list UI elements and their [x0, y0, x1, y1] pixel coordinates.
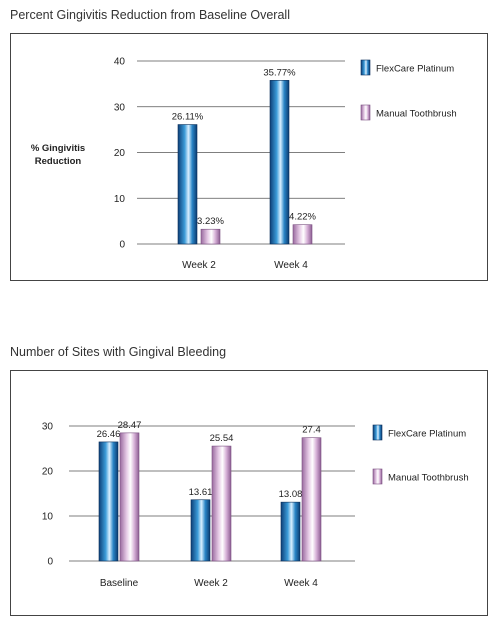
chart-2-bar-manual-baseline [119, 432, 140, 562]
chart-1-y-tick-label: 30 [114, 102, 126, 113]
chart-1-bar-flexcare-week-2 [177, 124, 198, 245]
chart-2-panel: 0 10 20 30 26.46 28.47 Baseline 13.61 25.54 Week … [10, 370, 488, 616]
chart-2-category-label: Week 4 [284, 578, 318, 589]
chart-1-y-tick-label: 40 [114, 57, 126, 68]
chart-1-category-label: Week 4 [274, 260, 308, 271]
chart-1-panel: 0 10 20 30 40 % Gingivitis Reduction 26.11% 3.23… [10, 33, 488, 281]
chart-1-y-tick-label: 20 [114, 148, 126, 159]
chart-1-bar-flexcare-week-4 [269, 80, 290, 245]
chart-1-bar-manual-week-2 [200, 228, 221, 245]
chart-2-data-label: 26.46 [97, 429, 121, 440]
chart-2-category-label: Baseline [100, 578, 139, 589]
chart-1-bar-manual-week-4 [292, 224, 313, 245]
chart-1-data-label: 4.22% [289, 212, 316, 223]
chart-1-category-label: Week 2 [182, 260, 216, 271]
chart-2-data-label: 25.54 [210, 433, 234, 444]
chart-1-svg: 0 10 20 30 40 % Gingivitis Reduction 26.11% 3.23… [31, 57, 457, 272]
chart-2-bar-manual-week-4 [301, 437, 322, 562]
chart-2-y-tick-label: 0 [47, 557, 53, 568]
chart-2-title: Number of Sites with Gingival Bleeding [10, 345, 227, 359]
chart-2-data-label: 13.61 [189, 487, 213, 498]
chart-1-data-label: 26.11% [172, 112, 204, 123]
chart-1-legend-swatch-manual [360, 104, 371, 121]
chart-2-data-label: 28.47 [118, 420, 142, 431]
chart-1-y-axis-label: Reduction [35, 156, 82, 167]
chart-2-y-tick-label: 20 [42, 467, 54, 478]
chart-2-y-tick-label: 30 [42, 422, 54, 433]
chart-1-y-tick-label: 10 [114, 194, 126, 205]
chart-2-bar-flexcare-week-4 [280, 501, 301, 562]
chart-2-data-label: 13.08 [279, 489, 303, 500]
chart-2-bar-manual-week-2 [211, 445, 232, 562]
chart-1-legend-label: FlexCare Platinum [376, 64, 454, 75]
chart-2-legend-label: FlexCare Platinum [388, 429, 466, 440]
chart-2-y-tick-label: 10 [42, 512, 54, 523]
chart-2-bar-flexcare-week-2 [190, 499, 211, 562]
chart-1-data-label: 35.77% [263, 67, 296, 78]
chart-2-data-label: 27.4 [302, 425, 321, 436]
chart-2-legend-label: Manual Toothbrush [388, 473, 469, 484]
chart-1-legend-label: Manual Toothbrush [376, 109, 457, 120]
chart-1-data-label: 3.23% [197, 216, 224, 227]
chart-2-legend-swatch-flexcare [372, 424, 383, 441]
chart-1-y-axis-label: % Gingivitis [31, 143, 85, 154]
chart-2-legend-swatch-manual [372, 468, 383, 485]
chart-1-title: Percent Gingivitis Reduction from Baseli… [10, 8, 290, 22]
chart-2-category-label: Week 2 [194, 578, 228, 589]
chart-1-y-tick-label: 0 [119, 240, 125, 251]
chart-2-bar-flexcare-baseline [98, 441, 119, 562]
chart-1-legend-swatch-flexcare [360, 59, 371, 76]
